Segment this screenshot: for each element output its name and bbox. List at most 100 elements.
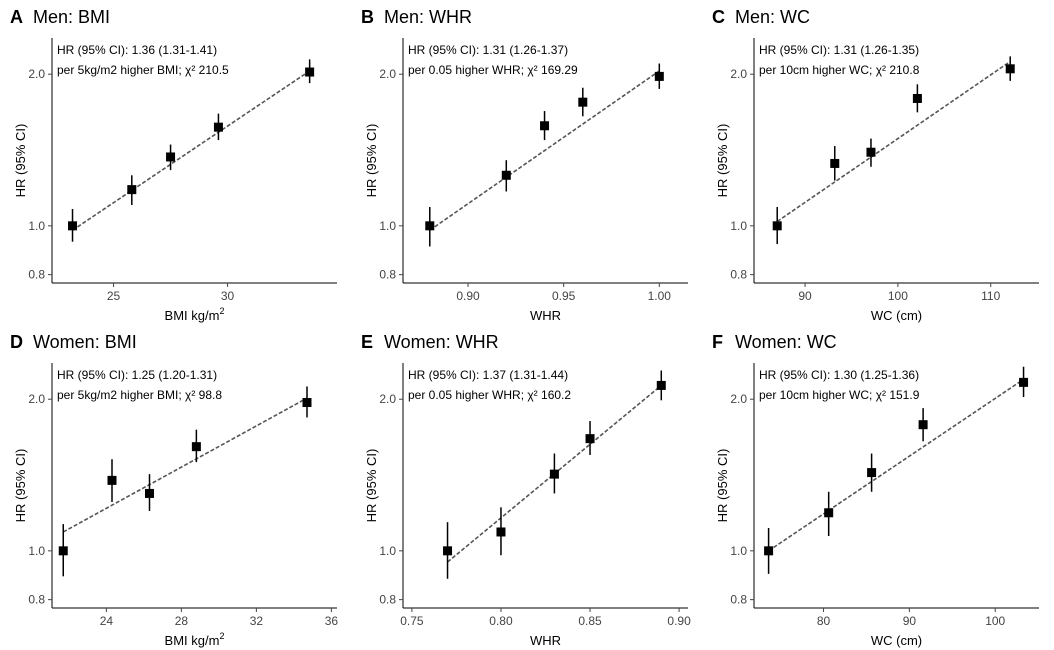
- data-point: [1019, 377, 1029, 387]
- y-tick-label: 2.0: [28, 392, 45, 406]
- x-axis-label: WC (cm): [871, 308, 922, 323]
- x-tick-label: 100: [888, 289, 908, 303]
- y-tick-label: 0.8: [28, 593, 45, 607]
- annotation-per-unit: per 10cm higher WC; χ² 151.9: [759, 388, 920, 402]
- x-tick-label: 100: [985, 614, 1005, 628]
- x-axis-label-text: BMI kg/m: [165, 633, 220, 648]
- data-point: [305, 67, 315, 77]
- x-axis-label: WHR: [530, 308, 561, 323]
- x-axis-label-superscript: 2: [219, 631, 224, 641]
- data-point: [912, 93, 922, 103]
- chart-svg: C Men: WC HR (95% CI): 1.31 (1.26-1.35) per…: [712, 7, 1039, 323]
- y-axis-label: HR (95% CI): [13, 449, 28, 523]
- annotation-per-unit: per 5kg/m2 higher BMI; χ² 98.8: [57, 388, 222, 402]
- x-tick-label: 0.90: [667, 614, 691, 628]
- x-tick-label: 0.75: [400, 614, 424, 628]
- data-point: [213, 122, 223, 132]
- x-axis-label: BMI kg/m2: [165, 306, 225, 323]
- panel-title: Women: WC: [735, 332, 837, 352]
- data-point: [496, 527, 506, 537]
- fit-line: [72, 70, 311, 231]
- fit-line: [776, 60, 1011, 223]
- x-axis-label-text: WC (cm): [871, 308, 922, 323]
- panel-b: B Men: WHR HR (95% CI): 1.31 (1.26-1.37) pe…: [351, 0, 702, 325]
- data-point: [764, 546, 774, 556]
- panel-a: A Men: BMI HR (95% CI): 1.36 (1.31-1.41) pe…: [0, 0, 351, 325]
- annotation-per-unit: per 0.05 higher WHR; χ² 160.2: [408, 388, 571, 402]
- y-axis-label: HR (95% CI): [364, 124, 379, 198]
- y-tick-label: 2.0: [379, 67, 396, 81]
- y-tick-label: 0.8: [730, 593, 747, 607]
- data-point: [918, 420, 928, 430]
- x-tick-label: 80: [817, 614, 831, 628]
- x-tick-label: 110: [981, 289, 1000, 303]
- x-axis-label-text: WHR: [530, 308, 561, 323]
- data-point: [501, 170, 511, 180]
- chart-svg: D Women: BMI HR (95% CI): 1.25 (1.20-1.31)…: [10, 332, 339, 648]
- data-point: [302, 398, 312, 408]
- x-axis-label: WC (cm): [871, 633, 922, 648]
- y-tick-label: 1.0: [28, 544, 45, 558]
- x-axis-label-text: BMI kg/m: [165, 308, 220, 323]
- data-point: [425, 221, 435, 231]
- annotation-hr: HR (95% CI): 1.37 (1.31-1.44): [408, 368, 568, 382]
- data-point: [145, 488, 154, 498]
- y-tick-label: 0.8: [730, 268, 747, 282]
- data-point: [1005, 64, 1015, 74]
- y-tick-label: 2.0: [730, 67, 747, 81]
- data-point: [654, 71, 664, 81]
- panel-title: Women: BMI: [33, 332, 137, 352]
- data-point: [540, 121, 550, 131]
- data-point: [58, 546, 68, 556]
- y-axis-label: HR (95% CI): [715, 449, 730, 523]
- panel-f: F Women: WC HR (95% CI): 1.30 (1.25-1.36) p…: [702, 325, 1053, 650]
- x-tick-label: 0.85: [578, 614, 602, 628]
- y-axis-label: HR (95% CI): [715, 124, 730, 198]
- x-tick-label: 30: [221, 289, 235, 303]
- x-axis-label: BMI kg/m2: [165, 631, 225, 648]
- panel-letter: A: [10, 7, 23, 27]
- data-point: [656, 380, 666, 390]
- x-axis-label-superscript: 2: [219, 306, 224, 316]
- annotation-hr: HR (95% CI): 1.36 (1.31-1.41): [57, 43, 217, 57]
- y-tick-label: 0.8: [379, 593, 396, 607]
- fit-line: [429, 70, 660, 231]
- annotation-hr: HR (95% CI): 1.31 (1.26-1.35): [759, 43, 919, 57]
- y-tick-label: 1.0: [379, 544, 396, 558]
- x-tick-label: 1.00: [648, 289, 672, 303]
- data-point: [585, 434, 595, 444]
- data-point: [107, 475, 117, 485]
- chart-svg: F Women: WC HR (95% CI): 1.30 (1.25-1.36) p…: [712, 332, 1039, 648]
- x-tick-label: 0.95: [552, 289, 576, 303]
- x-tick-label: 90: [798, 289, 812, 303]
- data-point: [191, 442, 201, 452]
- panel-d: D Women: BMI HR (95% CI): 1.25 (1.20-1.31)…: [0, 325, 351, 650]
- x-tick-label: 0.80: [489, 614, 513, 628]
- chart-svg: B Men: WHR HR (95% CI): 1.31 (1.26-1.37) pe…: [361, 7, 688, 323]
- data-point: [166, 152, 176, 162]
- x-tick-label: 28: [175, 614, 189, 628]
- x-tick-label: 24: [100, 614, 114, 628]
- annotation-hr: HR (95% CI): 1.31 (1.26-1.37): [408, 43, 568, 57]
- data-point: [824, 508, 834, 518]
- y-tick-label: 1.0: [379, 219, 396, 233]
- panel-letter: C: [712, 7, 725, 27]
- data-point: [549, 469, 559, 479]
- annotation-per-unit: per 0.05 higher WHR; χ² 169.29: [408, 63, 578, 77]
- data-point: [443, 546, 453, 556]
- data-point: [866, 147, 876, 157]
- panel-title: Men: WC: [735, 7, 810, 27]
- y-tick-label: 2.0: [379, 392, 396, 406]
- x-tick-label: 36: [325, 614, 339, 628]
- fit-line: [62, 397, 308, 533]
- panel-title: Men: BMI: [33, 7, 110, 27]
- panel-title: Women: WHR: [384, 332, 499, 352]
- data-point: [867, 468, 877, 478]
- panel-letter: F: [712, 332, 723, 352]
- y-axis-label: HR (95% CI): [364, 449, 379, 523]
- data-point: [127, 185, 137, 195]
- chart-svg: A Men: BMI HR (95% CI): 1.36 (1.31-1.41) pe…: [10, 7, 337, 323]
- data-point: [830, 158, 840, 168]
- data-point: [578, 97, 588, 107]
- y-tick-label: 2.0: [28, 67, 45, 81]
